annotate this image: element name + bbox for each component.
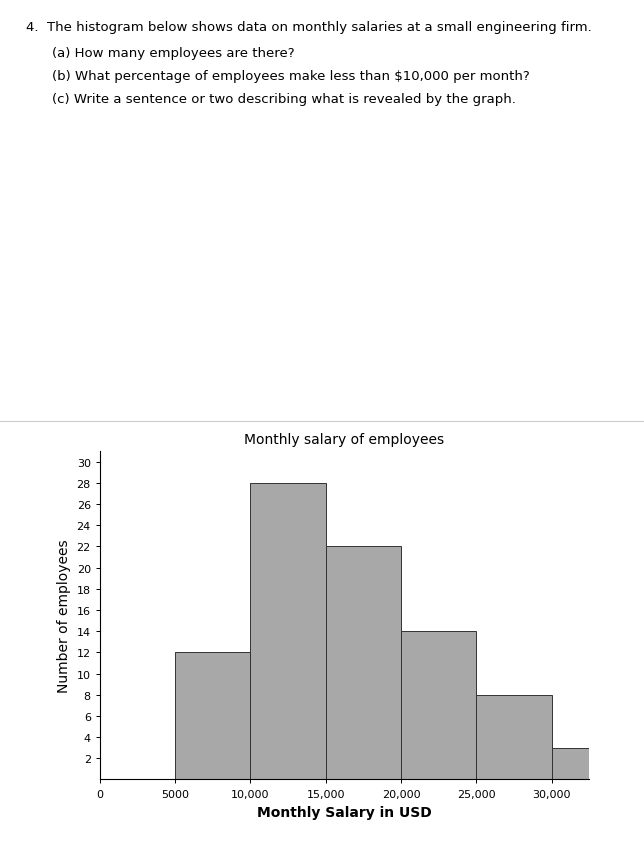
- Bar: [251, 483, 326, 780]
- Bar: [326, 547, 401, 780]
- Text: (a) How many employees are there?: (a) How many employees are there?: [52, 47, 294, 60]
- Text: (c) Write a sentence or two describing what is revealed by the graph.: (c) Write a sentence or two describing w…: [52, 93, 515, 106]
- Title: Monthly salary of employees: Monthly salary of employees: [245, 432, 444, 446]
- Text: 4.  The histogram below shows data on monthly salaries at a small engineering fi: 4. The histogram below shows data on mon…: [26, 21, 591, 34]
- Y-axis label: Number of employees: Number of employees: [57, 538, 71, 693]
- Bar: [401, 631, 477, 780]
- X-axis label: Monthly Salary in USD: Monthly Salary in USD: [257, 805, 432, 820]
- Bar: [552, 748, 627, 780]
- Bar: [477, 695, 552, 780]
- Text: (b) What percentage of employees make less than $10,000 per month?: (b) What percentage of employees make le…: [52, 70, 529, 83]
- Bar: [175, 653, 251, 780]
